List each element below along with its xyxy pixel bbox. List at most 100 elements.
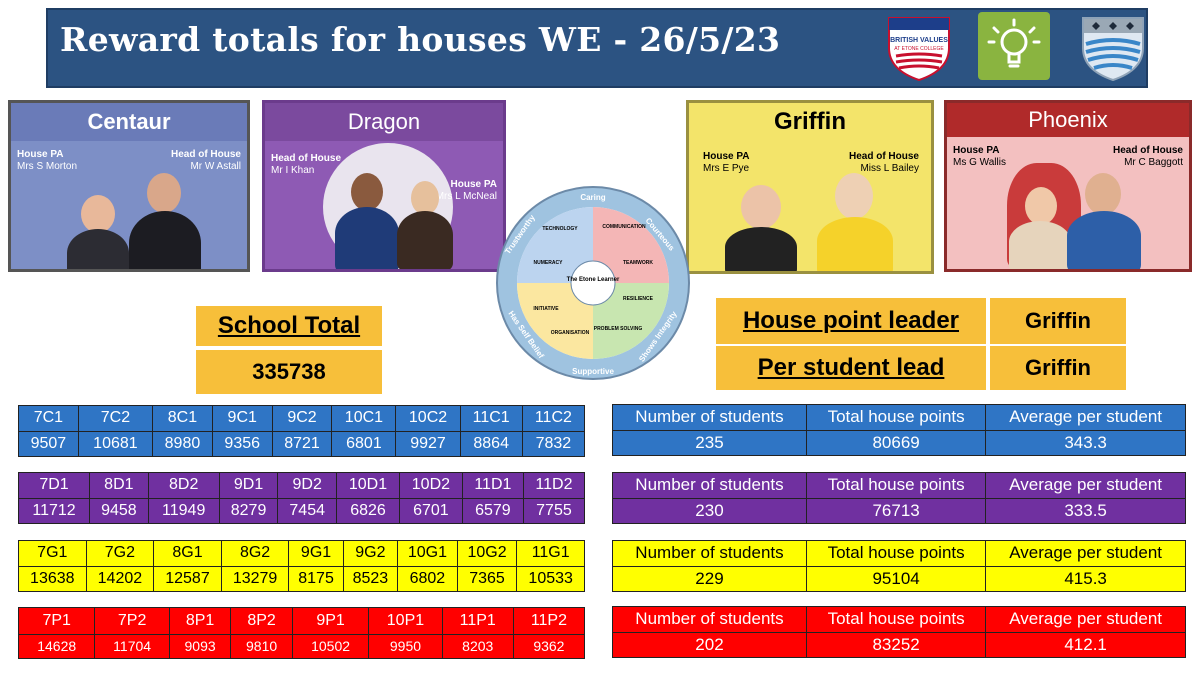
stats-header: Number of students: [612, 606, 807, 633]
form-header: 9C1: [211, 405, 273, 432]
phoenix-forms-table: 7P1 7P2 8P1 8P2 9P1 10P1 11P1 11P2 14628…: [17, 607, 586, 660]
photo-head-griffin: [835, 173, 873, 219]
form-header: 8G2: [220, 540, 290, 567]
table-row: 7G1 7G2 8G1 8G2 9G1 9G2 10G1 10G2 11G1: [18, 540, 585, 567]
per-student-lead-value-box: Griffin: [990, 346, 1126, 390]
stats-value: 229: [612, 565, 807, 592]
dragon-pa: House PA Mrs L McNeal: [435, 179, 497, 202]
table-row: Number of students Total house points Av…: [612, 472, 1186, 499]
wheel-outer-3: Supportive: [572, 367, 614, 376]
wheel-seg-7: PROBLEM SOLVING: [594, 326, 643, 332]
house-point-leader-value: Griffin: [1025, 308, 1091, 333]
house-name-centaur: Centaur: [11, 103, 247, 141]
form-header: 8D2: [147, 472, 220, 499]
photo-body: [67, 229, 129, 269]
form-header: 8D1: [89, 472, 149, 499]
table-row: 7C1 7C2 8C1 9C1 9C2 10C1 10C2 11C1 11C2: [18, 405, 586, 432]
table-row: Number of students Total house points Av…: [612, 606, 1186, 633]
form-header: 10C2: [395, 405, 461, 432]
form-header: 10D2: [398, 472, 463, 499]
stats-value: 333.5: [985, 497, 1186, 524]
photo-pa-griffin: [741, 185, 781, 229]
form-header: 11P1: [441, 607, 514, 635]
house-point-leader-value-box: Griffin: [990, 298, 1126, 344]
school-crest-logo: [1078, 14, 1148, 82]
form-header: 7G2: [85, 540, 155, 567]
stats-header: Total house points: [805, 472, 987, 499]
form-header: 9G1: [288, 540, 344, 567]
form-value: 9507: [18, 430, 79, 457]
form-header: 10P1: [368, 607, 443, 635]
form-value: 6579: [461, 497, 524, 524]
house-card-dragon: Dragon Head of House Mr I Khan House PA Mr…: [262, 100, 506, 272]
form-value: 8523: [342, 565, 399, 592]
form-header: 11C2: [521, 405, 586, 432]
griffin-pa: House PA Mrs E Pye: [703, 151, 750, 174]
form-value: 9810: [230, 633, 293, 660]
form-value: 10681: [77, 430, 154, 457]
per-student-lead-label-box: Per student lead: [716, 346, 986, 390]
form-header: 7P1: [17, 607, 96, 635]
form-value: 14202: [85, 565, 155, 592]
form-header: 7G1: [18, 540, 87, 567]
form-value: 9356: [211, 430, 273, 457]
wheel-seg-5: RESILIENCE: [623, 296, 654, 302]
wheel-seg-3: TEAMWORK: [623, 260, 653, 266]
per-student-lead-value: Griffin: [1025, 355, 1091, 380]
griffin-forms-table: 7G1 7G2 8G1 8G2 9G1 9G2 10G1 10G2 11G1 1…: [18, 540, 585, 592]
form-value: 11704: [94, 633, 170, 660]
wheel-center-text: The Etone Learner: [567, 277, 620, 283]
form-value: 6801: [331, 430, 397, 457]
wheel-outer-0: Caring: [580, 193, 605, 202]
form-value: 9093: [168, 633, 232, 660]
table-row: Number of students Total house points Av…: [612, 404, 1186, 431]
stats-header: Total house points: [805, 606, 987, 633]
british-values-crest-logo: BRITISH VALUES AT ETONE COLLEGE: [884, 14, 954, 82]
house-name-griffin: Griffin: [774, 108, 846, 135]
wheel-seg-6: ORGANISATION: [551, 330, 590, 336]
photo-body: [1009, 221, 1071, 269]
stats-header: Average per student: [985, 540, 1186, 567]
wheel-seg-2: NUMERACY: [534, 260, 564, 266]
photo-body: [817, 217, 893, 271]
form-value: 8980: [152, 430, 213, 457]
stats-header: Total house points: [805, 540, 987, 567]
form-value: 12587: [153, 565, 222, 592]
photo-body: [397, 211, 453, 269]
form-value: 9950: [368, 633, 443, 660]
form-value: 9362: [512, 633, 586, 660]
photo-head-dragon: [351, 173, 383, 211]
form-value: 6826: [336, 497, 400, 524]
stats-header: Average per student: [985, 404, 1186, 431]
form-header: 9D2: [277, 472, 338, 499]
form-value: 11712: [17, 497, 91, 524]
table-row: 9507 10681 8980 9356 8721 6801 9927 8864…: [18, 430, 586, 457]
form-header: 8G1: [153, 540, 222, 567]
centaur-forms-table: 7C1 7C2 8C1 9C1 9C2 10C1 10C2 11C1 11C2 …: [18, 405, 586, 457]
wheel-seg-1: COMMUNICATION: [602, 224, 646, 230]
wheel-seg-4: INITIATIVE: [533, 306, 559, 312]
stats-value: 80669: [805, 429, 987, 456]
form-value: 10502: [291, 633, 370, 660]
stats-header: Average per student: [985, 606, 1186, 633]
table-row: 13638 14202 12587 13279 8175 8523 6802 7…: [18, 565, 585, 592]
centaur-head: Head of House Mr W Astall: [170, 149, 241, 172]
form-header: 10G2: [456, 540, 518, 567]
stats-value: 76713: [805, 497, 987, 524]
form-header: 10C1: [331, 405, 397, 432]
form-value: 8279: [218, 497, 279, 524]
table-row: 11712 9458 11949 8279 7454 6826 6701 657…: [17, 497, 586, 524]
school-total-value-box: 335738: [196, 350, 382, 394]
house-point-leader-label: House point leader: [742, 307, 960, 334]
photo-pa-centaur: [81, 195, 115, 233]
house-card-griffin: Griffin House PA Mrs E Pye Head of House M…: [686, 100, 934, 274]
phoenix-head: Head of House Mr C Baggott: [1112, 145, 1183, 168]
stats-value: 343.3: [985, 429, 1186, 456]
table-row: Number of students Total house points Av…: [612, 540, 1186, 567]
stats-value: 230: [612, 497, 807, 524]
lightbulb-icon: [978, 12, 1050, 80]
form-value: 10533: [516, 565, 585, 592]
stats-header: Total house points: [805, 404, 987, 431]
per-student-lead-label: Per student lead: [757, 354, 945, 381]
form-header: 9D1: [218, 472, 279, 499]
